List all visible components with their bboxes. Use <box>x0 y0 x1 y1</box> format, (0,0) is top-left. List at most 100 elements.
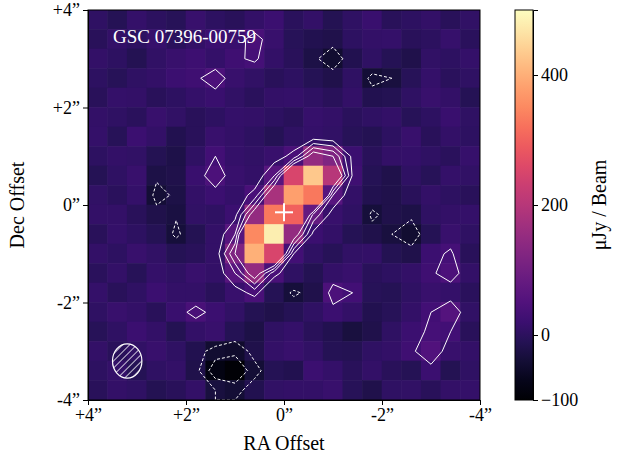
cell <box>264 341 284 361</box>
cell <box>362 302 382 322</box>
title: GSC 07396-00759 <box>113 26 256 47</box>
cell <box>362 263 382 283</box>
cell <box>107 224 127 244</box>
cell <box>401 127 421 147</box>
cell <box>225 341 245 361</box>
cell <box>362 88 382 108</box>
colorbar-title: μJy / Beam <box>588 159 611 250</box>
cell <box>303 302 323 322</box>
cell <box>323 341 343 361</box>
cell <box>147 205 167 225</box>
cell <box>205 107 225 127</box>
plot-frame <box>88 10 480 400</box>
cell <box>303 49 323 69</box>
cell <box>88 341 108 361</box>
cell <box>225 88 245 108</box>
cell <box>460 166 480 186</box>
cell <box>186 244 206 264</box>
cell <box>245 166 265 186</box>
cell <box>421 10 441 30</box>
cell <box>186 283 206 303</box>
cell <box>107 68 127 88</box>
cell <box>460 380 480 400</box>
cell <box>264 302 284 322</box>
cell <box>362 107 382 127</box>
cell <box>303 68 323 88</box>
cell <box>401 146 421 166</box>
cell <box>264 68 284 88</box>
cell <box>88 10 108 30</box>
cell <box>401 205 421 225</box>
cell <box>107 283 127 303</box>
cell <box>441 29 461 49</box>
cell <box>382 322 402 342</box>
cell <box>401 302 421 322</box>
cell <box>441 127 461 147</box>
cell <box>421 224 441 244</box>
cell <box>284 302 304 322</box>
cell <box>421 244 441 264</box>
cell <box>127 322 147 342</box>
x-axis: +4”+2”0”-2”-4” <box>75 400 492 425</box>
tick: 400 <box>533 65 568 85</box>
cell <box>186 49 206 69</box>
tick-mark <box>533 205 538 206</box>
cell <box>460 107 480 127</box>
cell <box>186 302 206 322</box>
tick-label: 0 <box>541 325 550 345</box>
cell <box>284 68 304 88</box>
cell <box>382 244 402 264</box>
tick-label: −100 <box>541 390 578 410</box>
tick: 0 <box>533 325 550 345</box>
cell <box>245 380 265 400</box>
cell <box>284 361 304 381</box>
tick-mark <box>83 205 88 206</box>
cell <box>401 29 421 49</box>
cell <box>343 29 363 49</box>
tick: -2” <box>371 400 394 425</box>
cell <box>460 10 480 30</box>
cell <box>264 283 284 303</box>
cell <box>147 49 167 69</box>
cell <box>107 88 127 108</box>
cell <box>323 107 343 127</box>
cell <box>166 146 186 166</box>
cell <box>382 49 402 69</box>
cell <box>460 361 480 381</box>
cell <box>421 205 441 225</box>
cell <box>147 302 167 322</box>
cell <box>225 68 245 88</box>
cell <box>401 88 421 108</box>
tick: +2” <box>53 98 88 118</box>
cell <box>284 263 304 283</box>
positive-contour <box>230 148 346 284</box>
negative-contour <box>209 356 248 384</box>
cell <box>264 107 284 127</box>
cell <box>127 380 147 400</box>
tick-label: 0” <box>276 405 293 425</box>
chart: +4”+2”0”-2”-4”+4”+2”0”-2”-4”RA OffsetDec… <box>0 0 625 458</box>
cell <box>303 29 323 49</box>
cell <box>460 224 480 244</box>
cell <box>362 29 382 49</box>
cell <box>284 380 304 400</box>
cell <box>186 68 206 88</box>
cell <box>205 49 225 69</box>
cell <box>343 146 363 166</box>
tick-mark <box>533 75 538 76</box>
cell <box>147 107 167 127</box>
cell <box>225 302 245 322</box>
cell <box>264 322 284 342</box>
cell <box>343 263 363 283</box>
cell <box>460 263 480 283</box>
cell <box>343 380 363 400</box>
cell <box>147 166 167 186</box>
cell <box>284 29 304 49</box>
cell <box>88 88 108 108</box>
cell <box>107 49 127 69</box>
cell <box>205 283 225 303</box>
cell <box>401 361 421 381</box>
cell <box>88 302 108 322</box>
cell <box>245 224 265 244</box>
marker-arm <box>283 203 285 221</box>
